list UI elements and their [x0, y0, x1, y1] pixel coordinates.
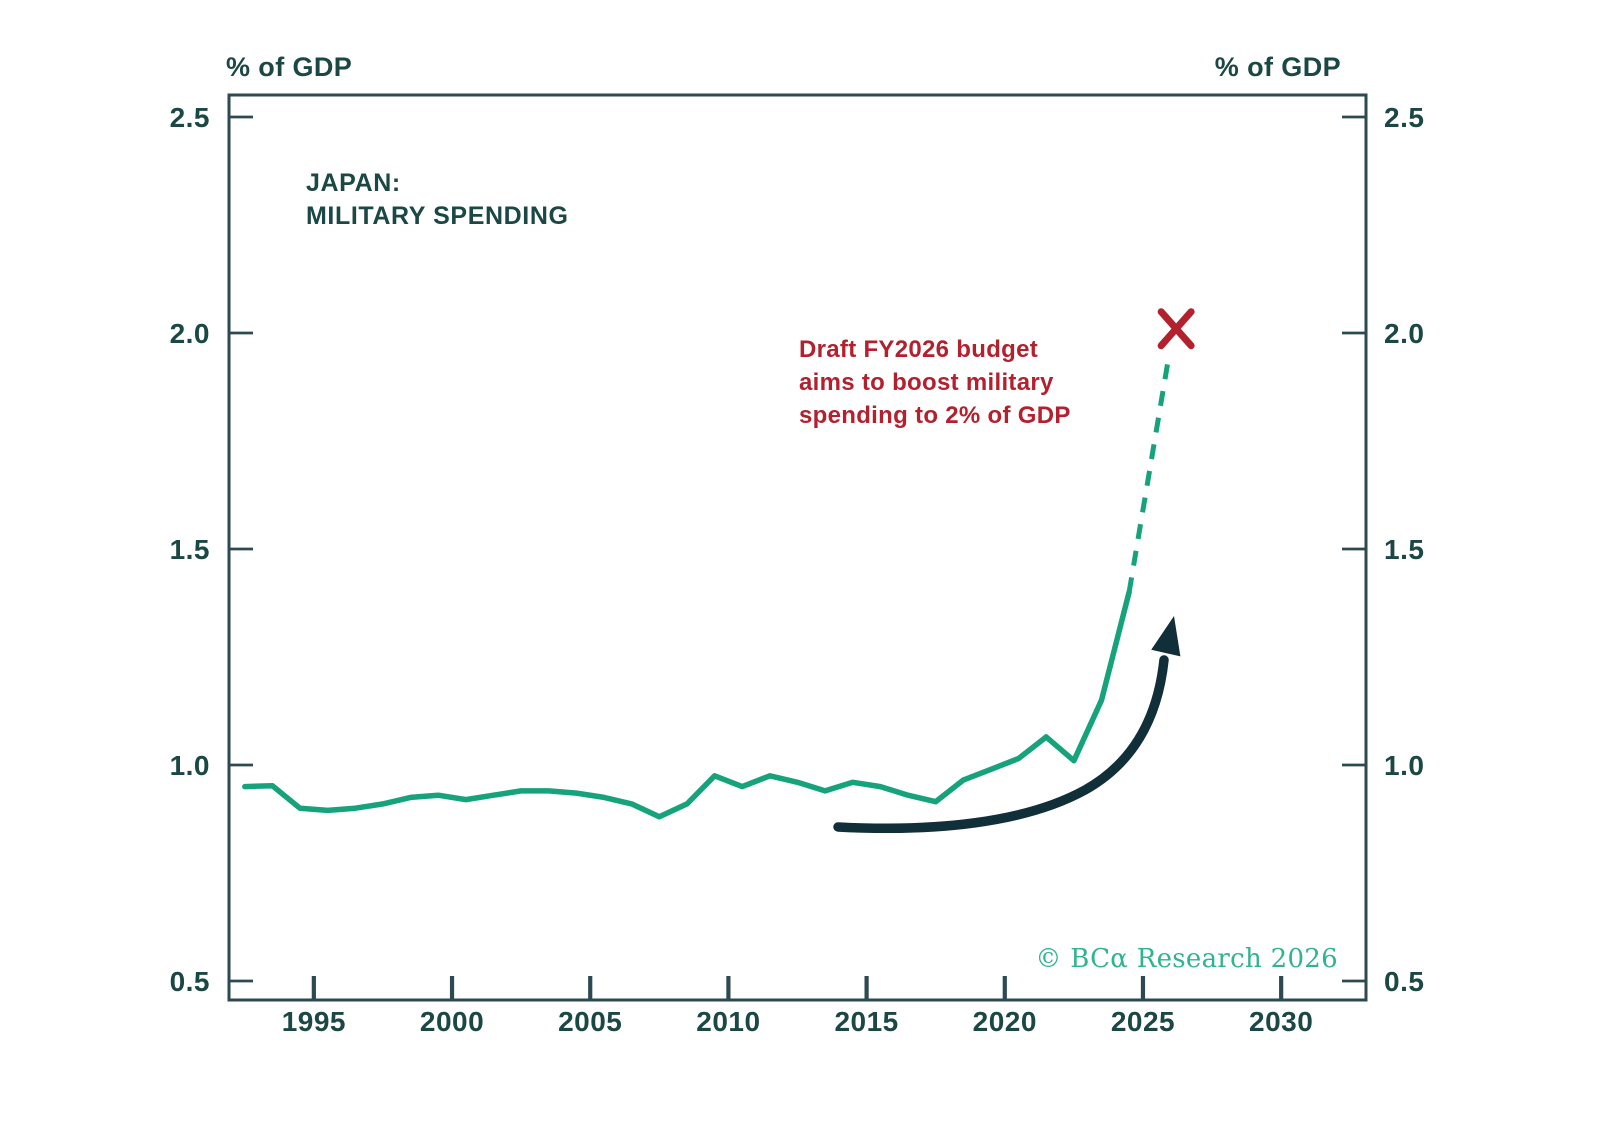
x-tick-label: 2020 — [973, 1006, 1037, 1037]
trend-arrow — [833, 655, 1169, 834]
annotation-text: Draft FY2026 budget aims to boost milita… — [799, 333, 1071, 432]
annotation-line2: aims to boost military — [799, 369, 1054, 396]
y-tick-label-left: 2.0 — [170, 318, 210, 349]
x-tick-label: 2025 — [1111, 1006, 1175, 1037]
y-tick-label-right: 1.5 — [1384, 534, 1424, 565]
y-axis-label-left: % of GDP — [226, 52, 353, 82]
spending-line — [242, 589, 1132, 820]
y-tick-label-left: 1.0 — [170, 750, 210, 781]
x-tick-label: 1995 — [282, 1006, 346, 1037]
y-tick-label-right: 1.0 — [1384, 750, 1424, 781]
annotation-line1: Draft FY2026 budget — [799, 336, 1039, 363]
y-tick-label-right: 2.5 — [1384, 102, 1424, 133]
projection-line — [1126, 354, 1172, 593]
annotation-line3: spending to 2% of GDP — [799, 402, 1071, 429]
x-tick-label: 2030 — [1249, 1006, 1313, 1037]
chart-title-line2: MILITARY SPENDING — [306, 202, 569, 230]
copyright: © BCα Research 2026 — [1035, 944, 1338, 974]
x-tick-label: 2005 — [558, 1006, 622, 1037]
y-tick-label-left: 2.5 — [170, 102, 210, 133]
y-axis-label-right: % of GDP — [1214, 52, 1341, 82]
x-tick-label: 2000 — [420, 1006, 484, 1037]
chart-title-line1: JAPAN: — [306, 169, 401, 197]
y-tick-label-right: 0.5 — [1384, 966, 1424, 997]
trend-arrow-head — [1151, 616, 1181, 657]
y-tick-label-left: 0.5 — [170, 966, 210, 997]
chart-title: JAPAN: MILITARY SPENDING — [306, 167, 569, 233]
plot-border — [227, 93, 1368, 1002]
y-tick-label-right: 2.0 — [1384, 318, 1424, 349]
y-tick-label-left: 1.5 — [170, 534, 210, 565]
x-tick-label: 2010 — [696, 1006, 760, 1037]
target-marker-x — [1157, 308, 1195, 350]
x-tick-label: 2015 — [834, 1006, 898, 1037]
